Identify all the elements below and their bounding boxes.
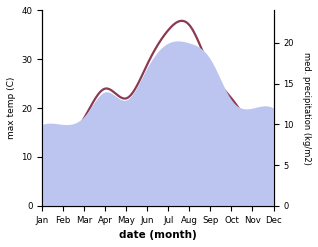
Y-axis label: med. precipitation (kg/m2): med. precipitation (kg/m2) bbox=[302, 52, 311, 165]
X-axis label: date (month): date (month) bbox=[119, 230, 197, 240]
Y-axis label: max temp (C): max temp (C) bbox=[7, 77, 16, 139]
